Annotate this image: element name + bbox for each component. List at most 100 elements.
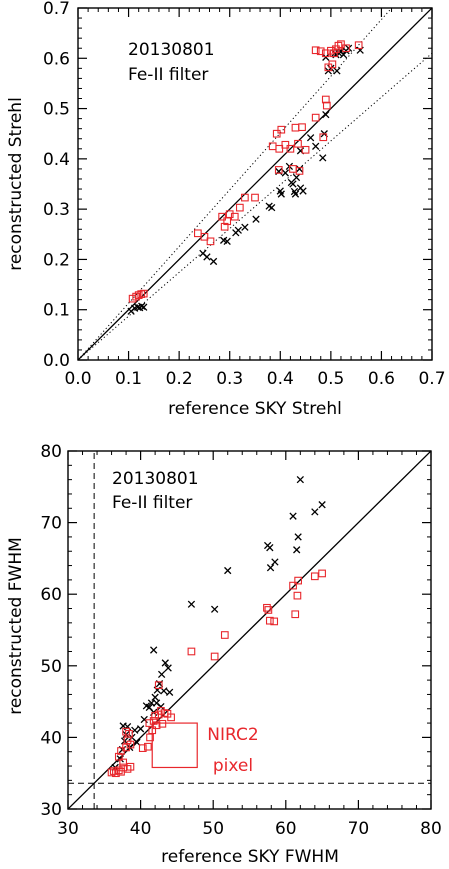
strehl-square-point — [274, 166, 283, 174]
strehl-square-point — [319, 133, 328, 142]
nirc2-pixel-rect — [151, 722, 198, 769]
strehl-x-tick-label: 0.4 — [267, 369, 294, 389]
strehl-square-point — [291, 123, 300, 132]
fwhm-square-point — [293, 591, 302, 600]
fwhm-y-axis-label: reconstructed FWHM — [6, 537, 26, 715]
strehl-panel: 0.0 0.1 0.2 0.3 0.4 0.5 0.6 0.7 0.0 0.1 0.2 0.3 0.4 0… — [6, 0, 446, 419]
strehl-square-point — [295, 167, 304, 175]
fwhm-data-points — [107, 475, 326, 778]
strehl-axis-ticks: 0.0 0.1 0.2 0.3 0.4 0.5 0.6 0.7 0.0 0.1 0.2 0.3 0.4 0… — [43, 0, 446, 389]
strehl-cross-point — [306, 134, 315, 142]
fwhm-cross-point — [150, 646, 158, 654]
strehl-cross-point — [138, 302, 146, 310]
strehl-cross-point — [277, 190, 285, 198]
strehl-cross-point — [319, 154, 327, 162]
fwhm-square-point — [154, 681, 163, 689]
fwhm-square-point — [122, 727, 130, 736]
fwhm-square-point — [265, 616, 274, 625]
strehl-square-point — [298, 123, 306, 132]
strehl-x-tick-label: 0.7 — [418, 369, 445, 389]
strehl-square-point — [139, 289, 148, 298]
fwhm-square-point — [126, 740, 135, 749]
strehl-cross-point — [322, 110, 330, 119]
strehl-square-point — [301, 145, 310, 154]
strehl-cross-point — [140, 303, 148, 311]
strehl-square-point — [286, 144, 295, 153]
strehl-square-point — [200, 232, 209, 241]
strehl-square-point — [241, 193, 249, 202]
strehl-square-point — [322, 101, 331, 110]
fwhm-square-point — [318, 569, 326, 578]
strehl-square-point — [194, 229, 202, 238]
strehl-square-point — [281, 140, 290, 149]
strehl-cross-point — [289, 180, 297, 188]
fwhm-cross-point — [165, 688, 174, 696]
fwhm-x-tick-label: 40 — [130, 819, 152, 839]
strehl-x-tick-label: 0.2 — [166, 369, 193, 389]
fwhm-x-tick-label: 80 — [420, 819, 442, 839]
strehl-y-tick-label: 0.2 — [43, 250, 70, 270]
strehl-square-point — [220, 222, 229, 231]
strehl-annotation-date: 20130801 — [128, 40, 215, 60]
fwhm-cross-point — [318, 501, 326, 509]
strehl-square-point — [289, 165, 297, 173]
fwhm-square-point — [210, 652, 219, 661]
fwhm-x-tick-label: 60 — [275, 819, 297, 839]
strehl-square-point — [277, 125, 286, 134]
strehl-square-point — [251, 193, 259, 202]
strehl-square-point — [311, 46, 320, 55]
strehl-square-point — [334, 41, 343, 50]
strehl-square-point — [294, 139, 302, 148]
fwhm-cross-point — [296, 475, 304, 484]
strehl-x-tick-label: 0.3 — [216, 369, 243, 389]
fwhm-y-tick-label: 40 — [40, 728, 62, 748]
fwhm-cross-point — [164, 664, 172, 672]
strehl-plot-frame — [77, 7, 433, 361]
strehl-y-axis-label: reconstructed Strehl — [6, 97, 26, 271]
fwhm-cross-point — [293, 546, 301, 554]
fwhm-square-point — [144, 742, 152, 751]
fwhm-cross-point — [271, 558, 279, 566]
strehl-cross-point — [291, 190, 300, 198]
fwhm-x-tick-label: 50 — [202, 819, 224, 839]
fwhm-annotation-date: 20130801 — [112, 469, 199, 489]
strehl-annotation-filter: Fe-II filter — [128, 65, 208, 85]
fwhm-square-point — [220, 631, 229, 639]
fwhm-square-point — [114, 752, 123, 761]
strehl-square-point — [337, 40, 345, 49]
strehl-reference-line-dotted — [78, 8, 393, 360]
nirc2-box-label-2: pixel — [213, 756, 253, 776]
strehl-square-point — [330, 49, 338, 58]
fwhm-cross-point — [136, 725, 145, 733]
fwhm-cross-point — [224, 566, 232, 575]
strehl-cross-point — [203, 253, 211, 261]
strehl-square-point — [225, 210, 234, 219]
strehl-reference-line-solid — [78, 8, 432, 360]
fwhm-axis-ticks: 30 40 50 60 70 80 30 40 50 60 70 80 — [40, 442, 441, 839]
strehl-square-point — [206, 237, 215, 246]
fwhm-y-tick-label: 50 — [40, 657, 62, 677]
fwhm-plot-frame — [67, 450, 432, 810]
fwhm-y-tick-label: 30 — [40, 800, 62, 820]
strehl-reference-lines — [78, 8, 432, 360]
fwhm-square-point — [264, 606, 273, 614]
strehl-cross-point — [209, 257, 218, 266]
fwhm-cross-point — [157, 670, 166, 679]
fwhm-annotation-filter: Fe-II filter — [112, 493, 192, 513]
strehl-cross-point — [339, 51, 348, 59]
strehl-x-tick-label: 0.5 — [317, 369, 344, 389]
strehl-square-point — [132, 292, 141, 301]
fwhm-square-point — [109, 767, 118, 775]
fwhm-square-point — [107, 768, 116, 777]
fwhm-square-point — [291, 610, 300, 619]
fwhm-cross-point — [266, 564, 275, 572]
fwhm-cross-point — [151, 693, 159, 701]
strehl-cross-point — [241, 223, 249, 231]
strehl-y-tick-label: 0.0 — [43, 351, 70, 371]
strehl-cross-point — [252, 215, 260, 223]
strehl-y-tick-label: 0.1 — [43, 301, 70, 321]
strehl-y-tick-label: 0.3 — [43, 200, 70, 220]
fwhm-panel: 30 40 50 60 70 80 30 40 50 60 70 80 20130801 Fe-II … — [6, 442, 442, 867]
fwhm-y-tick-label: 80 — [40, 442, 62, 462]
